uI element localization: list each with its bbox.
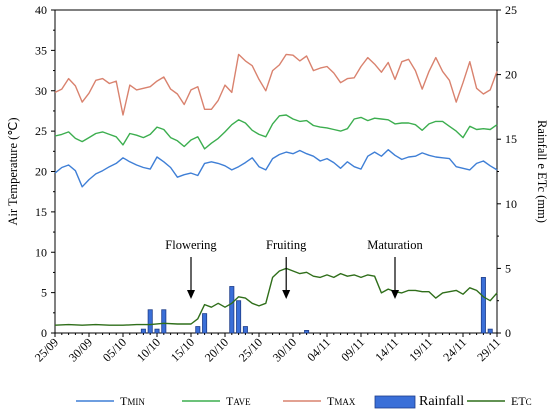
tmax-line xyxy=(54,53,498,116)
y-left-tick-label: 0 xyxy=(41,326,47,340)
y-left-tick-label: 30 xyxy=(35,84,47,98)
annotation-arrow-head xyxy=(282,290,291,299)
plot-frame xyxy=(54,9,498,334)
y-left-tick-label: 5 xyxy=(41,286,47,300)
y-left-tick-label: 35 xyxy=(35,43,47,57)
x-tick-label: 25/09 xyxy=(32,335,61,364)
axes: 0 5 10 15 20 25 30 35 40 0 5 10 15 20 25 25/09 30/09 05/1… xyxy=(32,3,517,364)
annotation-label: Flowering xyxy=(165,238,217,252)
rainfall-bar xyxy=(140,328,146,334)
x-tick-label: 29/11 xyxy=(474,335,503,364)
rainfall-bar xyxy=(202,313,208,334)
x-tick-label: 24/11 xyxy=(440,335,469,364)
rainfall-bar xyxy=(229,286,235,334)
x-tick-label: 30/10 xyxy=(270,335,299,364)
legend-label-etc: ETC xyxy=(511,394,532,408)
series-layer xyxy=(54,53,498,334)
y-right-tick-label: 0 xyxy=(505,326,511,340)
plot-area: Flowering Fruiting Maturation 0 5 10 15 20 25 30… xyxy=(32,3,517,364)
rainfall-bar xyxy=(195,326,201,334)
y-left-tick-label: 25 xyxy=(35,124,47,138)
x-tick-label: 09/11 xyxy=(338,335,367,364)
annotation-label: Maturation xyxy=(367,238,423,252)
annotation-arrow-head xyxy=(391,290,399,299)
legend-label-tave: TAVE xyxy=(226,394,251,408)
etc-line xyxy=(54,267,498,326)
x-tick-label: 05/10 xyxy=(100,335,129,364)
x-tick-label: 10/10 xyxy=(134,335,163,364)
rainfall-bar xyxy=(154,328,160,334)
rainfall-bar xyxy=(480,277,486,334)
legend: TMIN TAVE TMAX Rainfall ETC xyxy=(76,394,532,409)
x-tick-label: 15/10 xyxy=(168,335,197,364)
x-tick-label: 25/10 xyxy=(236,335,265,364)
legend-label-rainfall: Rainfall xyxy=(419,394,464,409)
y-right-tick-label: 15 xyxy=(505,132,517,146)
y-right-tick-label: 5 xyxy=(505,261,511,275)
annotations: Flowering Fruiting Maturation xyxy=(165,238,424,299)
rainfall-bar xyxy=(487,328,493,334)
annotation-label: Fruiting xyxy=(266,238,307,252)
y-right-tick-label: 20 xyxy=(505,68,517,82)
x-tick-label: 19/11 xyxy=(406,335,435,364)
y-axis-left-title: Air Temperature (℃) xyxy=(6,117,20,225)
y-right-tick-label: 10 xyxy=(505,197,517,211)
y-left-tick-label: 40 xyxy=(35,3,47,17)
x-tick-label: 14/11 xyxy=(372,335,401,364)
y-left-tick-label: 10 xyxy=(35,245,47,259)
x-tick-label: 30/09 xyxy=(66,335,95,364)
annotation-arrow-head xyxy=(187,290,195,299)
rainfall-bar xyxy=(304,330,310,334)
rainfall-bar xyxy=(236,300,242,334)
tave-line xyxy=(54,114,498,150)
y-left-tick-label: 20 xyxy=(35,165,47,179)
rainfall-bar xyxy=(242,326,248,334)
tmin-line xyxy=(54,148,498,188)
rainfall-bar xyxy=(161,309,167,334)
x-tick-label: 20/10 xyxy=(202,335,231,364)
legend-label-tmin: TMIN xyxy=(120,394,145,408)
y-axis-right-title: Rainfall e ETc (mm) xyxy=(535,120,549,223)
legend-label-tmax: TMAX xyxy=(327,394,356,408)
rainfall-bar xyxy=(147,309,153,334)
legend-swatch-rainfall xyxy=(374,395,416,409)
x-tick-label: 04/11 xyxy=(304,335,333,364)
y-right-tick-label: 25 xyxy=(505,3,517,17)
y-left-tick-label: 15 xyxy=(35,205,47,219)
